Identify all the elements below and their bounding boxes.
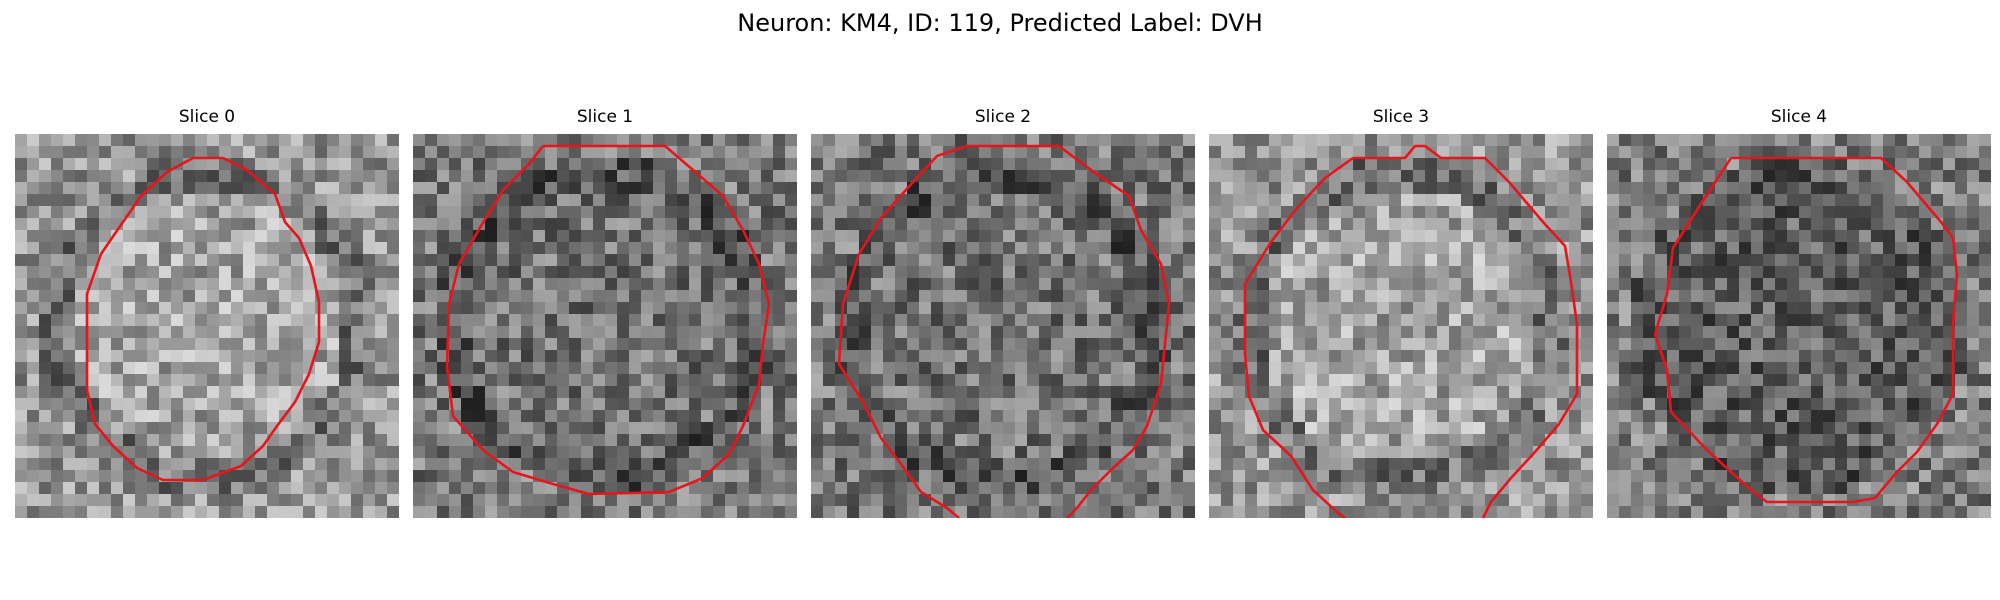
- slice-title: Slice 1: [576, 107, 634, 127]
- roi-contour: [1653, 156, 1959, 504]
- roi-contour: [837, 144, 1171, 518]
- slice-pixels: [15, 134, 399, 518]
- slice-title: Slice 4: [1770, 107, 1828, 127]
- slice-title: Slice 2: [974, 107, 1032, 127]
- contour-overlay: [1653, 156, 1959, 504]
- figure-title: Neuron: KM4, ID: 119, Predicted Label: D…: [737, 9, 1263, 37]
- slice-image: [15, 134, 399, 518]
- slice-image: [1607, 134, 1991, 518]
- roi-contour: [85, 156, 321, 482]
- slice-image: [811, 134, 1195, 518]
- slice-panel-3: Slice 3: [1209, 106, 1593, 518]
- slice-panel-4: Slice 4: [1607, 106, 1991, 518]
- slice-title: Slice 0: [178, 107, 236, 127]
- slice-pixels: [1607, 134, 1991, 518]
- contour-overlay: [445, 144, 771, 496]
- slice-pixels: [1209, 134, 1593, 518]
- contour-overlay: [1243, 144, 1579, 518]
- roi-contour: [1243, 144, 1579, 518]
- slice-image: [413, 134, 797, 518]
- slice-title: Slice 3: [1372, 107, 1430, 127]
- slice-panel-1: Slice 1: [413, 106, 797, 518]
- contour-overlay: [85, 156, 321, 482]
- slice-panel-2: Slice 2: [811, 106, 1195, 518]
- slice-pixels: [413, 134, 797, 518]
- slice-image: [1209, 134, 1593, 518]
- contour-overlay: [837, 144, 1171, 518]
- roi-contour: [445, 144, 771, 496]
- slice-panel-0: Slice 0: [15, 106, 399, 518]
